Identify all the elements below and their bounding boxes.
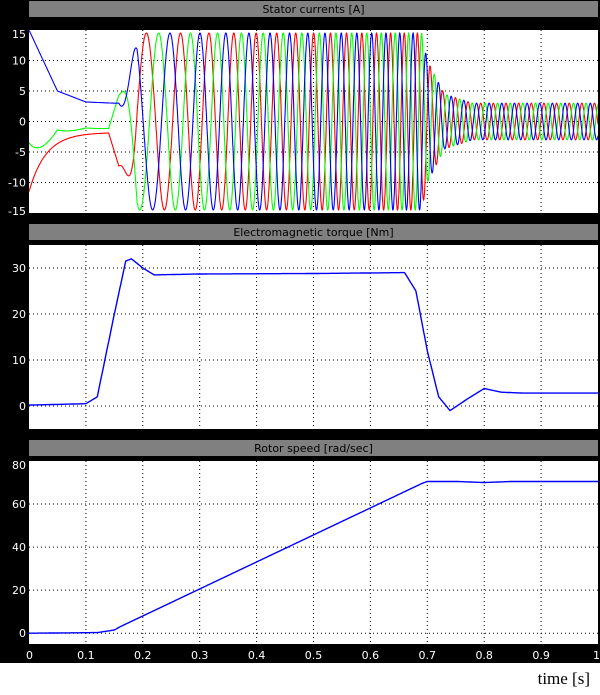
chart-title-bar [29,1,598,17]
torque-line [29,258,598,412]
series-group [29,480,598,634]
y-tick-label: 10 [12,354,26,367]
x-tick-label: 0.8 [475,649,493,662]
chart-title: Electromagnetic torque [Nm] [233,226,393,239]
chart-title: Stator currents [A] [262,3,364,16]
plot-area [29,461,598,644]
x-tick-label: 0.6 [362,649,380,662]
y-tick-label: 30 [12,262,26,275]
x-tick-label: 0.9 [532,649,550,662]
x-tick-label: 1 [593,649,600,662]
chart-title: Rotor speed [rad/sec] [254,442,373,455]
y-tick-label: 5 [19,85,26,98]
rotor-speed-line [29,480,598,634]
chart-panel-2: Electromagnetic torque [Nm] 30 20 10 0 [12,224,598,429]
y-tick-label: -15 [8,205,26,218]
x-tick-label: 0.1 [77,649,95,662]
chart-panel-1: Stator currents [A] 15 10 5 0 -5 -10 -15 [8,1,598,218]
x-tick-label: 0.3 [191,649,209,662]
x-tick-label: 0 [26,649,33,662]
scope-window: Stator currents [A] 15 10 5 0 -5 -10 -15 Electro… [0,0,600,663]
x-tick-label: 0.5 [305,649,323,662]
y-tick-label: 0 [19,400,26,413]
x-tick-label: 0.4 [248,649,266,662]
y-tick-label: 40 [12,541,26,554]
series-group [29,30,598,212]
scope-canvas: Stator currents [A]151050-5-10-15Electro… [8,1,600,662]
phase-a-current-line [29,32,598,212]
y-tick-label: 20 [12,584,26,597]
x-tick-label: 0.7 [419,649,437,662]
x-tick-label: 0.2 [134,649,152,662]
phase-c-current-line [29,30,598,211]
x-axis-label: time [s] [537,669,590,688]
series-group [29,258,598,412]
y-tick-label: -10 [8,177,26,190]
y-tick-label: 80 [12,459,26,472]
y-tick-label: 20 [12,308,26,321]
y-tick-label: -5 [15,146,26,159]
chart-panel-3: Rotor speed [rad/sec] 80 60 40 20 00 0.1 0.2 0.3… [12,440,600,662]
y-tick-label: 0 [19,627,26,640]
chart-title-bar [29,224,598,240]
y-tick-label: 10 [12,55,26,68]
y-tick-label: 0 [19,116,26,129]
y-tick-label: 15 [12,28,26,41]
y-tick-label: 60 [12,498,26,511]
chart-title-bar [29,440,598,456]
